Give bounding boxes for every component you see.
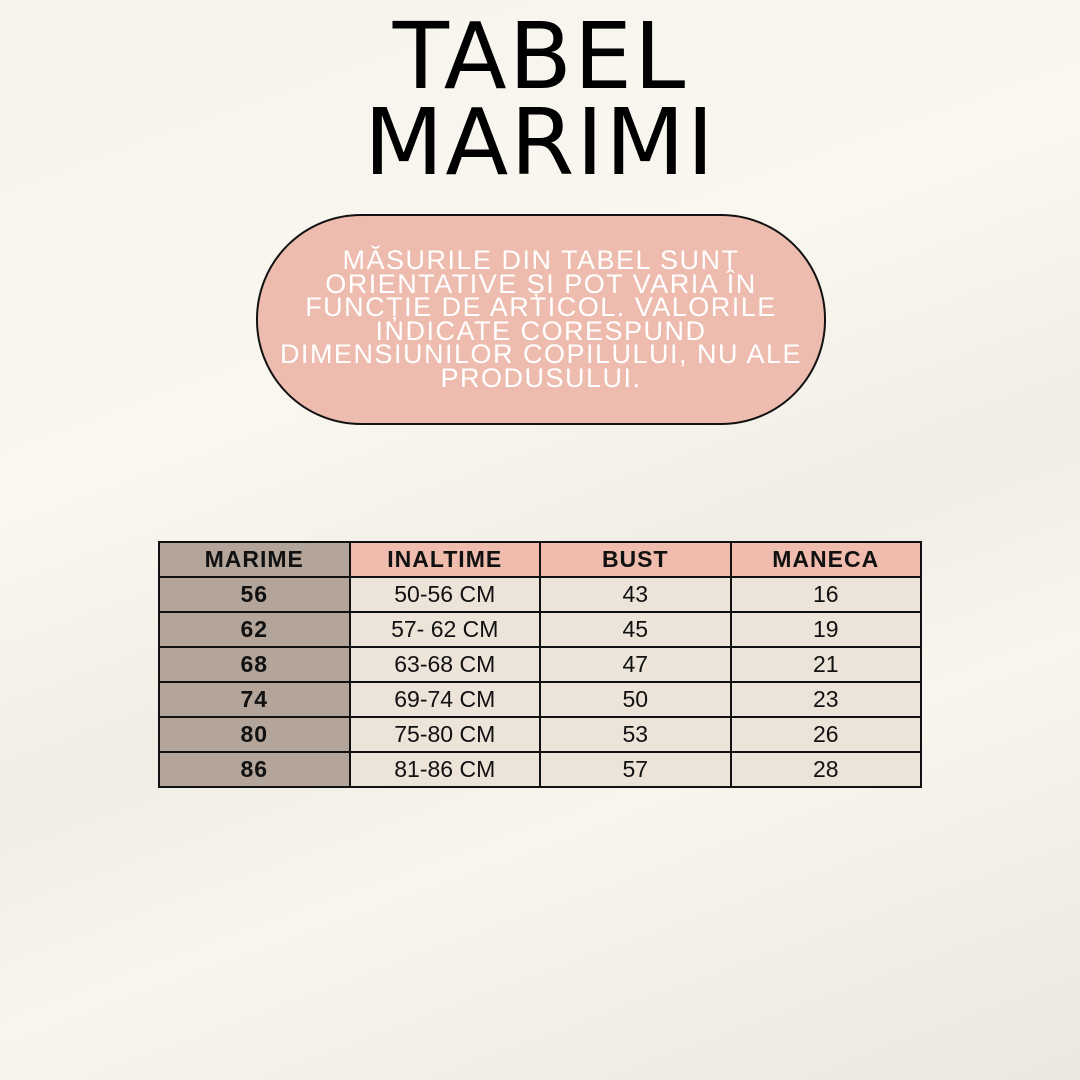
header-marime: MARIME [158,541,351,578]
table-header-row: MARIME INALTIME BUST MANECA [158,541,922,578]
cell-bust: 53 [539,716,732,753]
cell-height: 81-86 CM [348,751,541,788]
table-row: 74 69-74 CM 50 23 [158,681,922,718]
cell-sleeve: 21 [729,646,922,683]
page-title: TABEL MARIMI [0,3,1080,196]
cell-height: 50-56 CM [348,576,541,613]
cell-height: 57- 62 CM [348,611,541,648]
cell-bust: 57 [539,751,732,788]
cell-sleeve: 28 [729,751,922,788]
size-table: MARIME INALTIME BUST MANECA 56 50-56 CM 43… [158,541,922,788]
cell-sleeve: 19 [729,611,922,648]
table-row: 80 75-80 CM 53 26 [158,716,922,753]
cell-bust: 45 [539,611,732,648]
cell-sleeve: 23 [729,681,922,718]
disclaimer-text: MĂSURILE DIN TABEL SUNT ORIENTATIVE ȘI P… [279,245,803,393]
cell-size: 62 [158,611,351,648]
table-row: 62 57- 62 CM 45 19 [158,611,922,648]
cell-size: 80 [158,716,351,753]
table-row: 68 63-68 CM 47 21 [158,646,922,683]
cell-sleeve: 16 [729,576,922,613]
cell-bust: 43 [539,576,732,613]
header-inaltime: INALTIME [348,541,541,578]
cell-size: 74 [158,681,351,718]
cell-size: 56 [158,576,351,613]
title-line-1: TABEL [392,3,688,110]
cell-bust: 47 [539,646,732,683]
header-maneca: MANECA [729,541,922,578]
table-row: 86 81-86 CM 57 28 [158,751,922,788]
header-bust: BUST [539,541,732,578]
cell-sleeve: 26 [729,716,922,753]
table-row: 56 50-56 CM 43 16 [158,576,922,613]
cell-bust: 50 [539,681,732,718]
disclaimer-pill: MĂSURILE DIN TABEL SUNT ORIENTATIVE ȘI P… [256,214,826,425]
cell-size: 68 [158,646,351,683]
title-line-2: MARIMI [364,89,716,196]
cell-height: 75-80 CM [348,716,541,753]
cell-height: 69-74 CM [348,681,541,718]
cell-height: 63-68 CM [348,646,541,683]
cell-size: 86 [158,751,351,788]
